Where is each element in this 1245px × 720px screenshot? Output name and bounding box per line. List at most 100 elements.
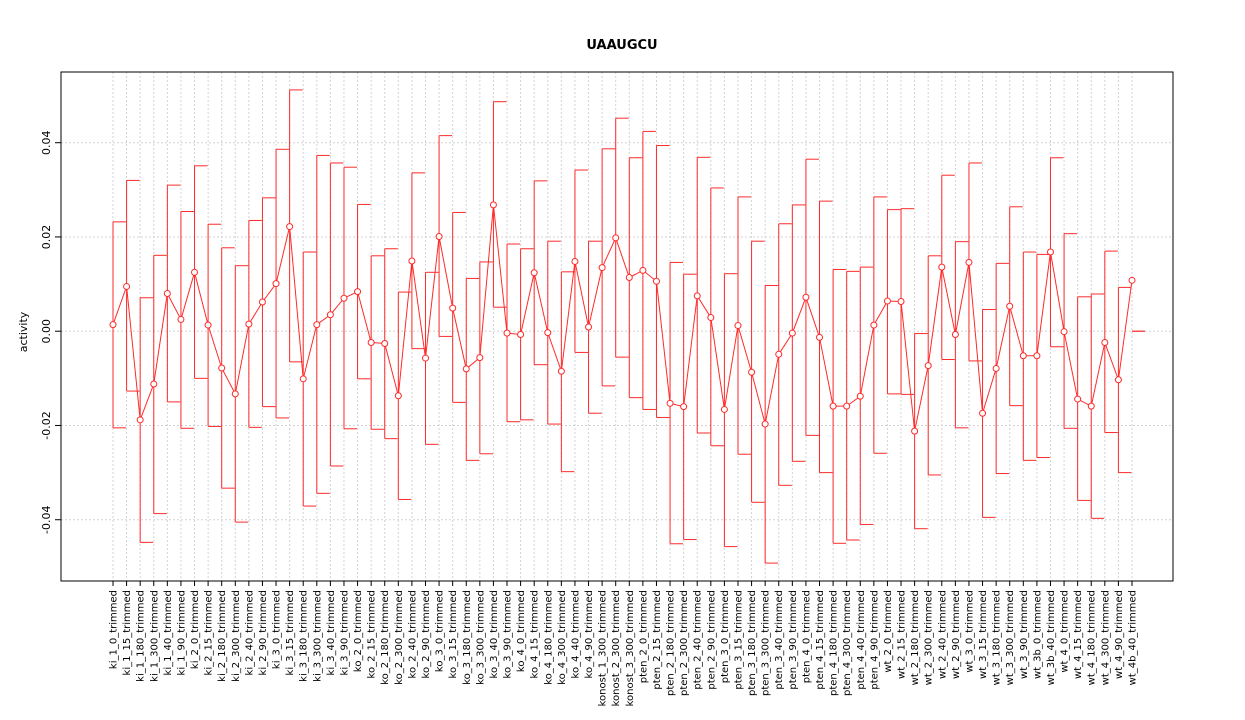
x-tick-label: pten_4_90_trimmed (869, 590, 880, 690)
data-point (693, 292, 701, 300)
x-tick-label: ko_3_15_trimmed (448, 590, 459, 678)
data-point (109, 321, 117, 329)
x-tick-label: wt_3_90_trimmed (1019, 590, 1030, 679)
data-point (1074, 395, 1082, 403)
y-axis-label: activity (17, 311, 30, 352)
x-tick-label: wt_4_0_trimmed (1060, 590, 1071, 673)
data-point (530, 269, 538, 277)
data-point (788, 329, 796, 337)
x-tick-label: ki_3_40_trimmed (326, 590, 337, 675)
x-tick-label: ki_2_90_trimmed (258, 590, 269, 675)
data-point (870, 321, 878, 329)
x-tick-label: ki_2_300_trimmed (231, 590, 242, 682)
data-point (489, 201, 497, 209)
y-axis: -0.04 -0.02 0.00 0.02 0.04 (40, 130, 61, 534)
x-tick-label: pten_3_180_trimmed (747, 590, 758, 696)
data-point (1101, 339, 1109, 347)
x-tick-label: wt_3b_0_trimmed (1032, 590, 1043, 679)
data-point (462, 365, 470, 373)
x-tick-label: pten_2_180_trimmed (666, 590, 677, 696)
x-tick-label: ko_3_180_trimmed (462, 590, 473, 685)
x-tick-label: ko_2_180_trimmed (380, 590, 391, 685)
x-tick-label: ko_4_300_trimmed (557, 590, 568, 685)
data-point (734, 322, 742, 330)
x-tick-label: ko_3_90_trimmed (503, 590, 514, 678)
x-tick-label: konost_3_300_trimmed (625, 590, 636, 706)
data-point (598, 264, 606, 272)
data-point (381, 339, 389, 347)
data-point (965, 258, 973, 266)
data-point (1033, 352, 1041, 360)
x-tick-label: ko_4_0_trimmed (516, 590, 527, 672)
x-tick-label: pten_3_0_trimmed (720, 590, 731, 683)
x-tick-label: wt_4_180_trimmed (1087, 590, 1098, 685)
data-point (761, 420, 769, 428)
x-tick-label: pten_2_15_trimmed (652, 590, 663, 690)
x-tick-label: wt_2_90_trimmed (951, 590, 962, 679)
data-point (313, 321, 321, 329)
data-point (680, 403, 688, 411)
data-point (258, 298, 266, 306)
data-point (286, 223, 294, 231)
data-point (544, 329, 552, 337)
data-point (163, 290, 171, 298)
data-point (476, 354, 484, 362)
x-tick-label: ko_3_0_trimmed (435, 590, 446, 672)
x-tick-label: wt_4b_40_trimmed (1128, 590, 1139, 685)
data-point (748, 368, 756, 376)
x-tick-label: ko_4_180_trimmed (543, 590, 554, 685)
y-tick-label: -0.04 (40, 505, 53, 533)
x-tick-label: wt_4_15_trimmed (1073, 590, 1084, 679)
data-point (231, 390, 239, 398)
x-tick-label: pten_4_40_trimmed (856, 590, 867, 690)
x-tick-label: ki_1_180_trimmed (136, 590, 147, 682)
x-tick-label: ki_3_300_trimmed (312, 590, 323, 682)
x-tick-label: ko_2_90_trimmed (421, 590, 432, 678)
x-tick-label: ki_2_180_trimmed (217, 590, 228, 682)
data-point (218, 364, 226, 372)
data-point (421, 354, 429, 362)
plot-frame (60, 71, 1174, 582)
x-tick-label: ko_3_300_trimmed (475, 590, 486, 685)
data-point (897, 298, 905, 306)
data-point (354, 288, 362, 296)
data-points (109, 201, 1136, 435)
data-point (802, 293, 810, 301)
x-tick-label: wt_3_0_trimmed (964, 590, 975, 673)
x-tick-label: wt_2_300_trimmed (924, 590, 935, 685)
data-point (1087, 402, 1095, 410)
data-point (435, 232, 443, 240)
data-point (585, 323, 593, 331)
data-point (883, 297, 891, 305)
data-point (408, 257, 416, 265)
x-tick-label: ki_1_15_trimmed (122, 590, 133, 675)
data-point (979, 409, 987, 417)
x-tick-label: ko_2_300_trimmed (394, 590, 405, 685)
data-point (204, 321, 212, 329)
x-tick-label: ki_3_15_trimmed (285, 590, 296, 675)
data-point (367, 339, 375, 347)
x-tick-label: pten_2_40_trimmed (693, 590, 704, 690)
data-point (707, 314, 715, 322)
x-tick-label: wt_2_180_trimmed (910, 590, 921, 685)
x-tick-label: pten_3_40_trimmed (774, 590, 785, 690)
x-tick-label: wt_3_180_trimmed (992, 590, 1003, 685)
x-tick-label: konost_1_300_trimmed (598, 590, 609, 706)
x-tick-label: konost_2_300_trimmed (611, 590, 622, 706)
x-tick-label: ki_1_0_trimmed (109, 590, 120, 669)
data-point (911, 427, 919, 435)
data-point (938, 263, 946, 271)
data-point (340, 294, 348, 302)
data-point (612, 234, 620, 242)
x-tick-label: ki_1_300_trimmed (149, 590, 160, 682)
data-point (1114, 376, 1122, 384)
x-axis: ki_1_0_trimmed ki_1_15_trimmed ki_1_180_tr… (109, 581, 1139, 706)
y-tick-label: 0.02 (40, 225, 53, 250)
data-point (720, 405, 728, 413)
x-tick-label: wt_2_15_trimmed (897, 590, 908, 679)
x-tick-label: pten_2_300_trimmed (679, 590, 690, 696)
x-tick-label: wt_2_0_trimmed (883, 590, 894, 673)
data-point (123, 282, 131, 290)
x-tick-label: pten_2_90_trimmed (706, 590, 717, 690)
data-point (1019, 352, 1027, 360)
